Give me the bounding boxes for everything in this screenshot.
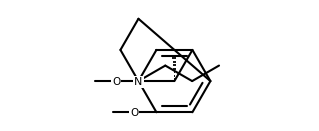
Text: O: O [112, 77, 120, 87]
Text: N: N [134, 77, 143, 87]
Text: O: O [130, 108, 138, 118]
